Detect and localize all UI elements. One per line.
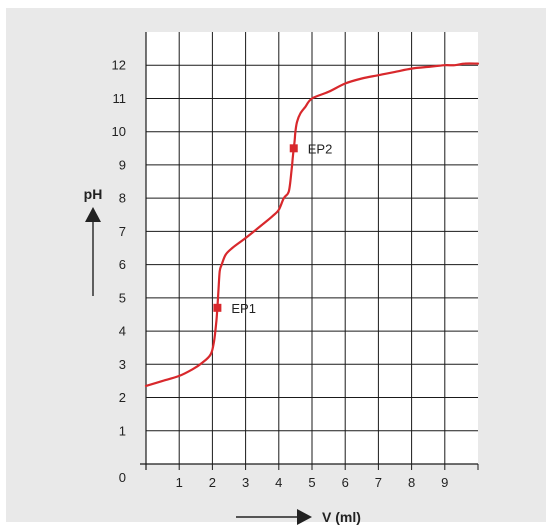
y-tick-label: 1 bbox=[119, 423, 126, 438]
y-tick-label: 3 bbox=[119, 357, 126, 372]
x-tick-label: 8 bbox=[408, 475, 415, 490]
y-tick-label: 11 bbox=[113, 91, 127, 106]
x-axis-label: V (ml) bbox=[322, 509, 361, 525]
endpoint-label-ep1: EP1 bbox=[231, 301, 256, 316]
x-tick-label: 5 bbox=[308, 475, 315, 490]
x-tick-label: 4 bbox=[275, 475, 282, 490]
curve-layer bbox=[144, 62, 480, 387]
y-tick-label: 0 bbox=[119, 470, 126, 485]
x-tick-label: 2 bbox=[209, 475, 216, 490]
x-tick-label: 1 bbox=[176, 475, 183, 490]
axis-label-layer: pH V (ml) bbox=[84, 186, 361, 525]
x-tick-label: 6 bbox=[342, 475, 349, 490]
x-tick-label: 3 bbox=[242, 475, 249, 490]
y-tick-label: 6 bbox=[119, 257, 126, 272]
x-tick-label: 9 bbox=[441, 475, 448, 490]
y-tick-label: 5 bbox=[119, 290, 126, 305]
y-tick-label: 12 bbox=[112, 58, 126, 73]
y-tick-label: 7 bbox=[119, 224, 126, 239]
endpoint-marker-ep2 bbox=[289, 144, 298, 153]
axes bbox=[140, 32, 479, 470]
titration-curve bbox=[144, 62, 480, 387]
y-tick-label: 10 bbox=[112, 124, 126, 139]
y-axis-label: pH bbox=[84, 186, 103, 202]
y-tick-label: 4 bbox=[119, 324, 126, 339]
endpoint-label-ep2: EP2 bbox=[308, 141, 333, 156]
grid bbox=[146, 32, 478, 464]
endpoint-marker-ep1 bbox=[213, 303, 222, 312]
y-tick-label: 9 bbox=[119, 157, 126, 172]
y-tick-label: 2 bbox=[119, 390, 126, 405]
y-tick-label: 8 bbox=[119, 191, 126, 206]
x-tick-label: 7 bbox=[375, 475, 382, 490]
x-axis-arrow-head bbox=[297, 509, 312, 525]
endpoint-layer: EP1 EP2 bbox=[213, 141, 332, 316]
y-axis-arrow-head bbox=[85, 207, 101, 222]
